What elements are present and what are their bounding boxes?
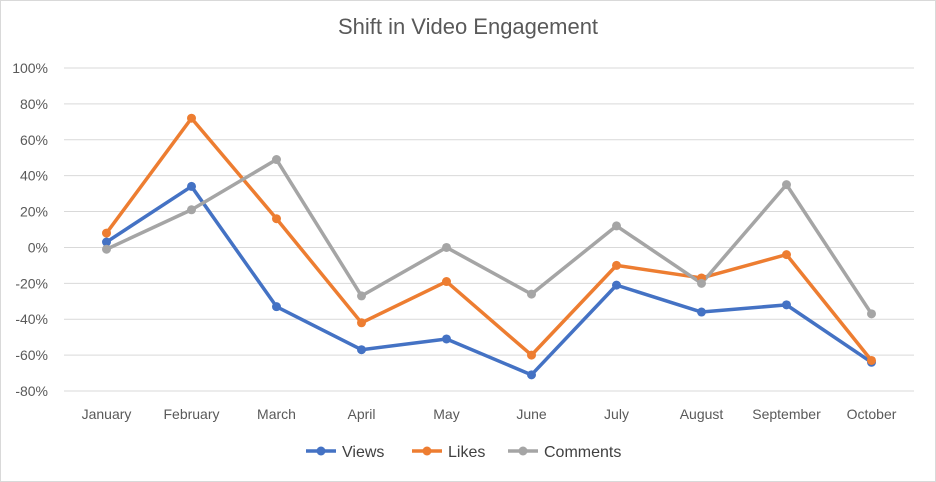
- data-point-views: [272, 302, 281, 312]
- data-point-comments: [697, 278, 706, 288]
- data-point-views: [527, 370, 536, 380]
- data-point-likes: [612, 260, 621, 270]
- data-point-comments: [527, 289, 536, 299]
- data-point-views: [697, 307, 706, 317]
- data-point-likes: [102, 228, 111, 238]
- series-line-views: [104, 184, 874, 377]
- legend-swatch-marker: [518, 446, 528, 456]
- data-point-views: [357, 345, 366, 355]
- data-point-comments: [782, 180, 791, 190]
- x-tick-label: March: [257, 406, 296, 422]
- legend-swatch-marker: [422, 446, 432, 456]
- chart-title: Shift in Video Engagement: [337, 14, 599, 39]
- data-point-likes: [272, 214, 281, 224]
- data-point-views: [102, 237, 111, 247]
- y-tick-label: -60%: [15, 347, 48, 363]
- data-point-likes: [442, 277, 451, 287]
- y-tick-label: 40%: [20, 168, 48, 184]
- data-point-likes: [527, 350, 536, 360]
- x-tick-label: February: [163, 406, 219, 422]
- data-point-likes: [867, 355, 876, 365]
- x-tick-label: August: [680, 406, 724, 422]
- x-tick-label: October: [847, 406, 897, 422]
- data-point-views: [612, 280, 621, 290]
- data-point-comments: [357, 291, 366, 301]
- data-point-views: [782, 300, 791, 310]
- data-point-likes: [782, 250, 791, 260]
- legend-label-likes: Likes: [448, 444, 485, 461]
- x-tick-label: January: [82, 406, 132, 422]
- data-point-comments: [187, 205, 196, 215]
- legend-label-views: Views: [342, 444, 384, 461]
- x-tick-label: June: [516, 406, 547, 422]
- series-line-likes: [104, 116, 874, 363]
- y-tick-label: 0%: [28, 239, 48, 255]
- legend-label-comments: Comments: [544, 444, 621, 461]
- y-tick-label: -40%: [15, 311, 48, 327]
- data-point-views: [187, 181, 196, 191]
- y-tick-label: 80%: [20, 96, 48, 112]
- data-point-comments: [867, 309, 876, 319]
- y-tick-label: -20%: [15, 275, 48, 291]
- data-point-comments: [612, 221, 621, 231]
- data-point-comments: [272, 155, 281, 165]
- y-tick-label: -80%: [15, 383, 48, 399]
- data-point-likes: [187, 113, 196, 123]
- data-point-comments: [442, 242, 451, 252]
- x-tick-label: April: [347, 406, 375, 422]
- y-tick-label: 100%: [12, 60, 48, 76]
- y-tick-label: 20%: [20, 204, 48, 220]
- x-tick-label: May: [433, 406, 459, 422]
- x-tick-label: July: [604, 406, 629, 422]
- legend-swatch-marker: [316, 446, 326, 456]
- x-tick-label: September: [752, 406, 821, 422]
- data-point-likes: [357, 318, 366, 328]
- y-tick-label: 60%: [20, 132, 48, 148]
- data-point-views: [442, 334, 451, 344]
- series-line-comments: [104, 157, 874, 316]
- data-point-comments: [102, 244, 111, 254]
